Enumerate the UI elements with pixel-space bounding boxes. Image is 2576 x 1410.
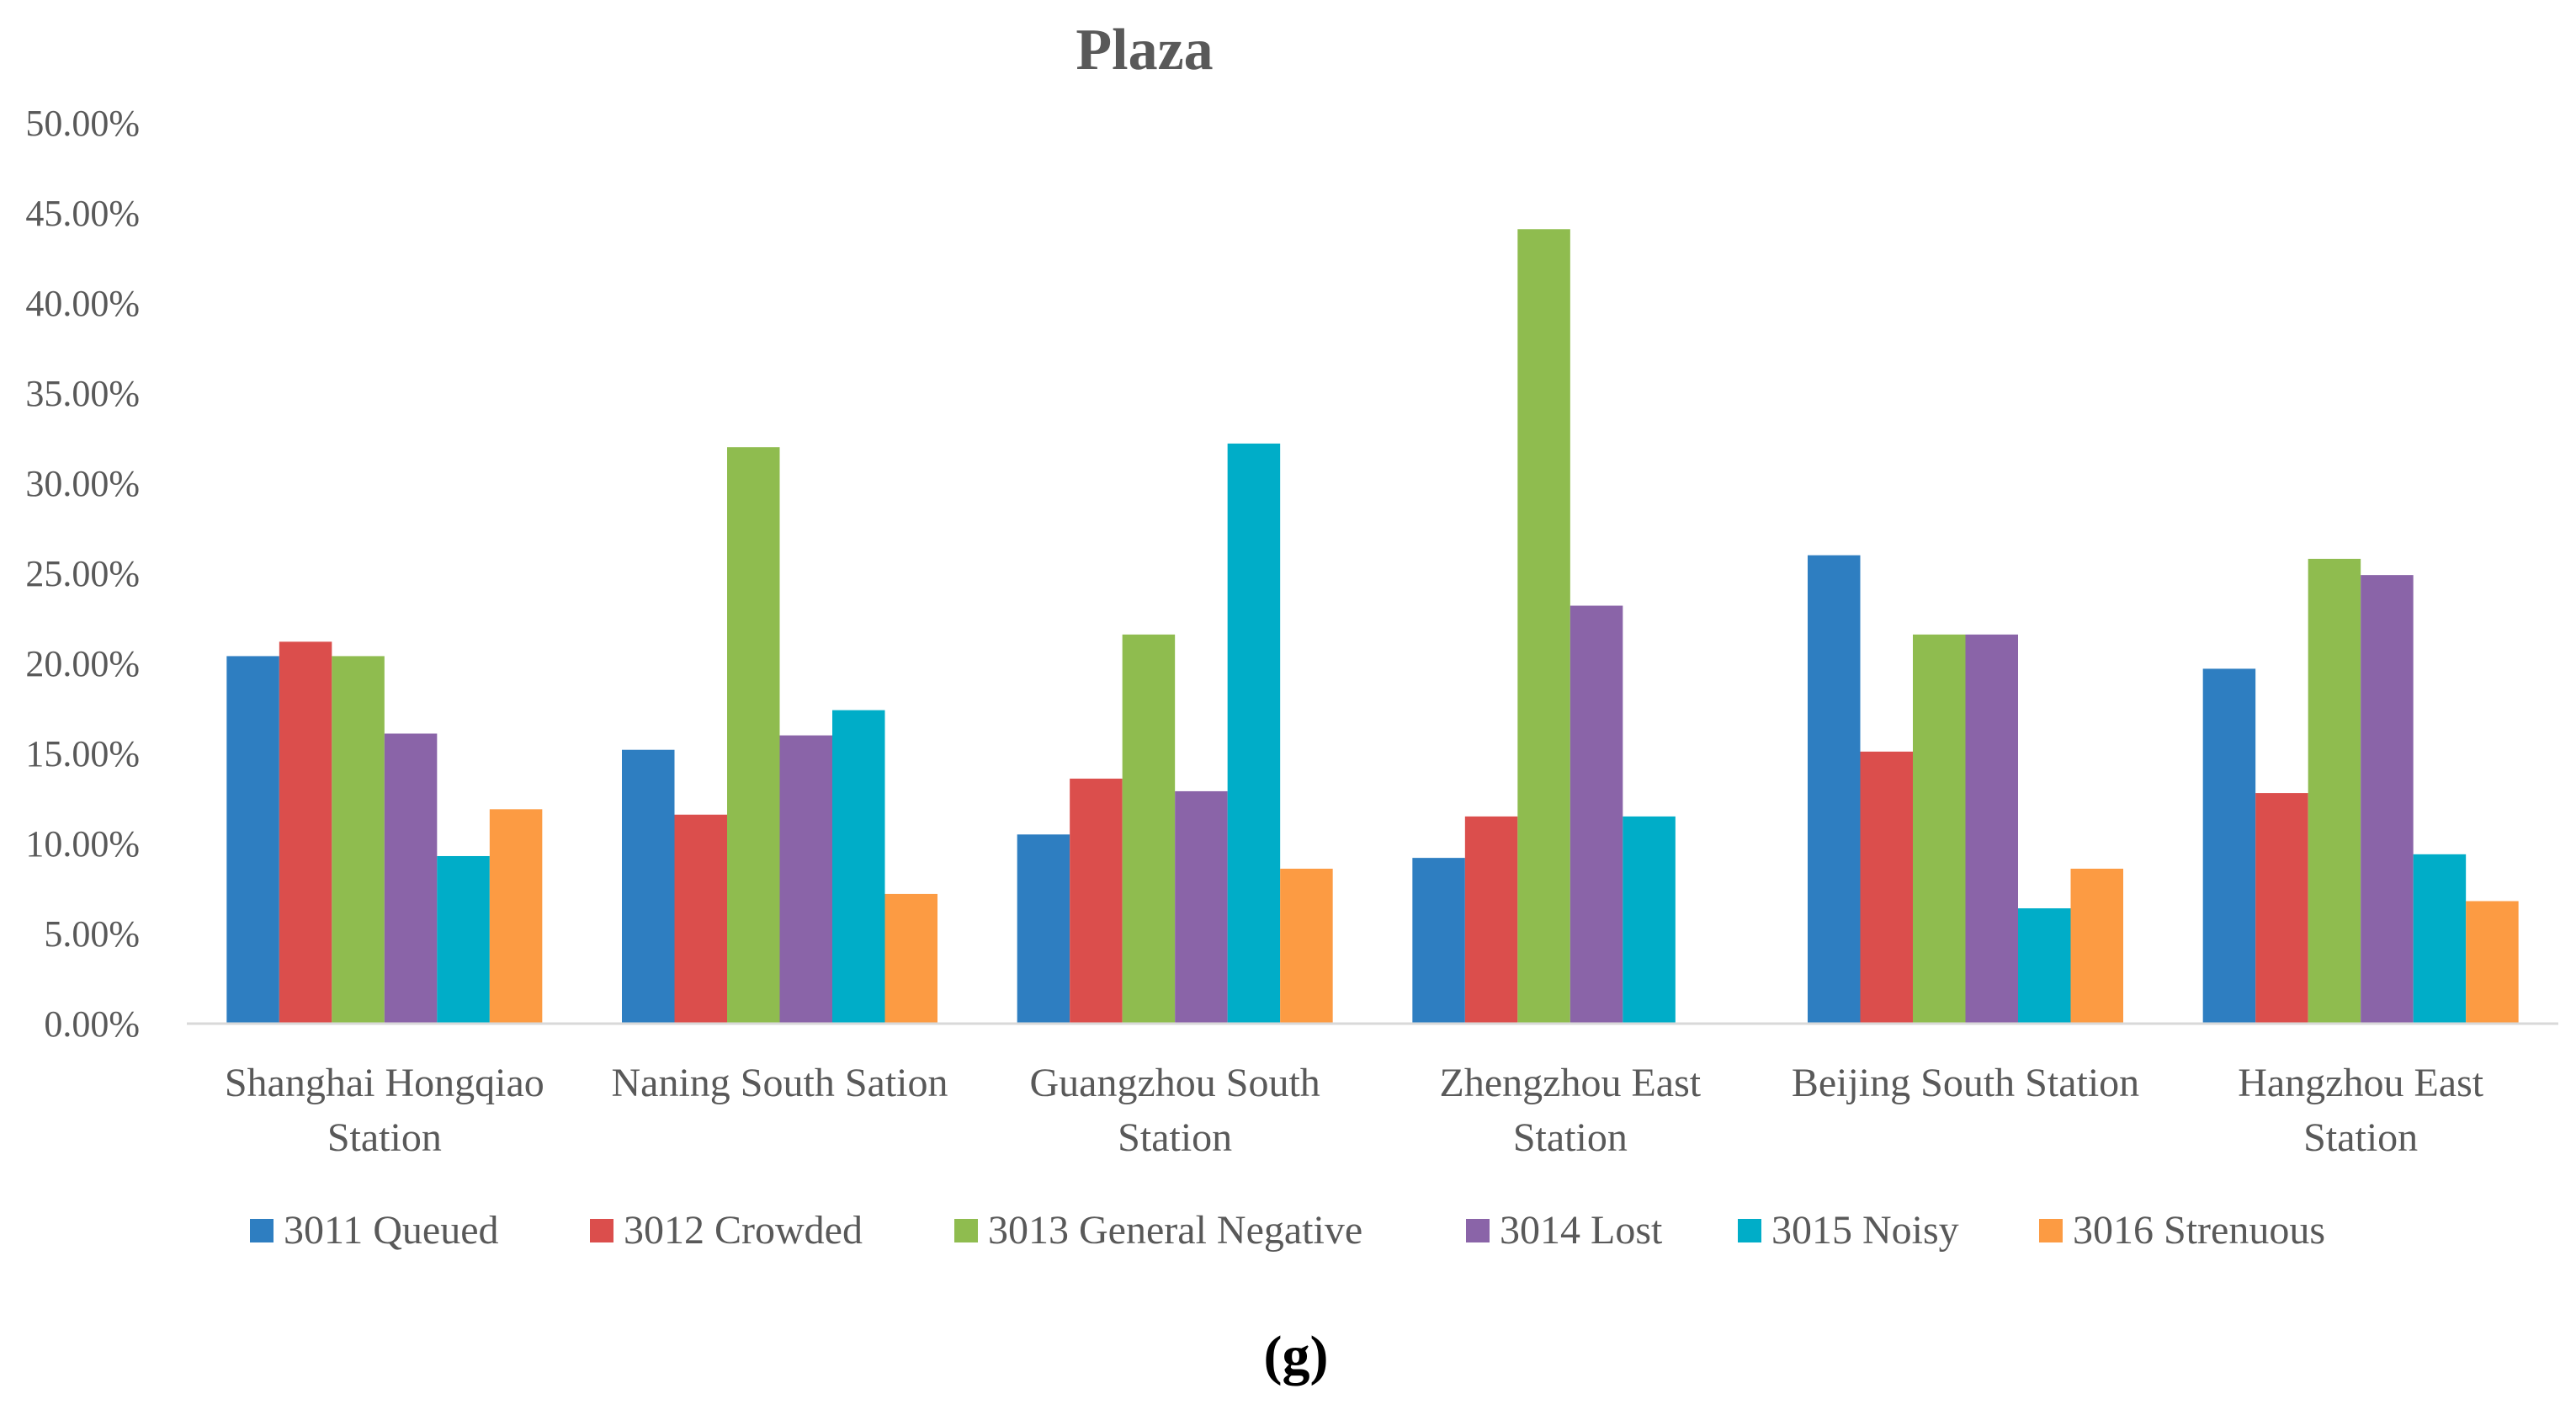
bar [437, 855, 490, 1024]
bar [1280, 868, 1333, 1024]
bar [1623, 816, 1676, 1024]
bar [832, 710, 885, 1024]
bar [674, 814, 727, 1024]
bar [1965, 634, 2018, 1024]
legend-label: 3013 General Negative [988, 1208, 1362, 1253]
x-category-label: Zhengzhou East Station [1440, 1061, 1702, 1160]
y-tick-label: 10.00% [25, 823, 140, 865]
bar [279, 641, 332, 1024]
legend-swatch [954, 1219, 978, 1242]
bar [2361, 575, 2414, 1024]
y-tick-label: 25.00% [25, 553, 140, 594]
bar [2413, 854, 2467, 1024]
y-tick-label: 50.00% [25, 103, 140, 144]
legend-label: 3015 Noisy [1771, 1208, 1959, 1253]
legend-swatch [250, 1219, 274, 1242]
figure-caption: (g) [1264, 1325, 1329, 1386]
bar [1517, 229, 1570, 1024]
bar [1175, 790, 1228, 1024]
legend-swatch [2039, 1219, 2063, 1242]
y-tick-label: 0.00% [44, 1003, 140, 1045]
y-tick-label: 45.00% [25, 193, 140, 234]
bar [727, 447, 780, 1024]
y-tick-label: 30.00% [25, 463, 140, 504]
bar [2070, 868, 2123, 1024]
bar [1017, 834, 1070, 1024]
x-category-label: Shanghai Hongqiao Station [225, 1061, 544, 1160]
x-category-label: Hangzhou East Station [2238, 1061, 2484, 1160]
legend-label: 3012 Crowded [624, 1208, 863, 1253]
x-category-label: Guangzhou South Station [1030, 1061, 1320, 1160]
bar [332, 656, 385, 1024]
bar [1070, 778, 1123, 1024]
legend-swatch [1738, 1219, 1761, 1242]
y-tick-label: 20.00% [25, 643, 140, 684]
y-tick-label: 15.00% [25, 733, 140, 774]
bar [1808, 555, 1861, 1024]
bar [384, 733, 438, 1024]
bar [1412, 858, 1465, 1024]
bar [1122, 634, 1176, 1024]
bar [489, 809, 543, 1024]
bar [2466, 901, 2519, 1024]
bars [226, 229, 2519, 1024]
bar [2308, 558, 2361, 1024]
bar [1227, 443, 1281, 1024]
legend-label: 3011 Queued [284, 1208, 499, 1253]
legend-label: 3016 Strenuous [2073, 1208, 2325, 1253]
legend-label: 3014 Lost [1500, 1208, 1663, 1253]
bar [779, 735, 832, 1024]
bar [2255, 793, 2308, 1024]
y-tick-label: 5.00% [44, 913, 140, 955]
bar [1464, 816, 1518, 1024]
bar [226, 656, 279, 1024]
bar [622, 749, 675, 1024]
chart-title: Plaza [1076, 18, 1213, 82]
x-category-label: Naning South Sation [611, 1061, 948, 1105]
legend-swatch [590, 1219, 613, 1242]
y-tick-label: 40.00% [25, 283, 140, 324]
x-category-label: Beijing South Station [1792, 1061, 2139, 1105]
x-axis-labels: Shanghai Hongqiao Station Naning South Sat… [225, 1061, 2484, 1160]
bar [2202, 668, 2256, 1024]
bar [1570, 605, 1623, 1024]
y-tick-label: 35.00% [25, 373, 140, 414]
bar [1913, 634, 1966, 1024]
legend: 3011 Queued 3012 Crowded 3013 General Nega… [250, 1208, 2325, 1253]
bar [1860, 751, 1913, 1024]
bar [884, 893, 937, 1024]
y-axis: 0.00% 5.00% 10.00% 15.00% 20.00% 25.00% 30.00%… [25, 103, 140, 1045]
bar [2018, 908, 2071, 1024]
legend-swatch [1466, 1219, 1490, 1242]
